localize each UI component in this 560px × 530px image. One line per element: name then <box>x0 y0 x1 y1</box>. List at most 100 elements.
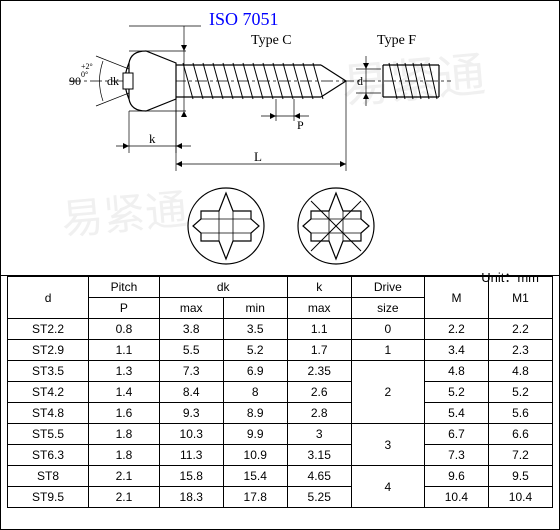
cell-d: ST2.9 <box>8 340 89 361</box>
cell-m: 3.4 <box>424 340 488 361</box>
cell-d: ST2.2 <box>8 319 89 340</box>
cell-dkmax: 7.3 <box>159 361 223 382</box>
svg-text:+2°: +2° <box>81 62 93 71</box>
svg-text:d: d <box>357 74 363 88</box>
cell-dkmax: 10.3 <box>159 424 223 445</box>
col-pitch-p: P <box>89 298 160 319</box>
table-row: ST3.5 1.3 7.3 6.9 2.3524.8 4.8 <box>8 361 553 382</box>
cell-m: 4.8 <box>424 361 488 382</box>
cell-d: ST8 <box>8 466 89 487</box>
table-row: ST4.2 1.4 8.4 8 2.65.2 5.2 <box>8 382 553 403</box>
cell-dkmin: 17.8 <box>223 487 287 508</box>
cell-dkmin: 6.9 <box>223 361 287 382</box>
cell-m: 5.4 <box>424 403 488 424</box>
cell-p: 2.1 <box>89 487 160 508</box>
cell-dkmax: 8.4 <box>159 382 223 403</box>
cell-m: 10.4 <box>424 487 488 508</box>
cell-d: ST4.8 <box>8 403 89 424</box>
cell-dkmax: 18.3 <box>159 487 223 508</box>
cell-dkmax: 9.3 <box>159 403 223 424</box>
cell-d: ST3.5 <box>8 361 89 382</box>
svg-text:90: 90 <box>69 74 81 88</box>
header-row-1: d Pitch dk k Drive M M1 <box>8 277 553 298</box>
cell-m1: 9.5 <box>488 466 552 487</box>
cell-m: 2.2 <box>424 319 488 340</box>
col-dk: dk <box>159 277 287 298</box>
cell-drive: 3 <box>351 424 424 466</box>
spec-table-area: d Pitch dk k Drive M M1 P max min max si… <box>1 276 559 514</box>
table-row: ST2.2 0.8 3.8 3.5 1.102.2 2.2 <box>8 319 553 340</box>
cell-p: 1.8 <box>89 445 160 466</box>
cell-d: ST4.2 <box>8 382 89 403</box>
table-row: ST5.5 1.8 10.3 9.9 336.7 6.6 <box>8 424 553 445</box>
cell-m: 7.3 <box>424 445 488 466</box>
cell-p: 1.3 <box>89 361 160 382</box>
cell-dkmax: 11.3 <box>159 445 223 466</box>
cell-kmax: 2.35 <box>287 361 351 382</box>
table-row: ST9.5 2.1 18.3 17.8 5.25 10.4 10.4 <box>8 487 553 508</box>
cell-p: 0.8 <box>89 319 160 340</box>
unit-label: Unit：mm <box>481 267 539 286</box>
cell-m1: 2.2 <box>488 319 552 340</box>
cell-p: 1.6 <box>89 403 160 424</box>
cell-m1: 5.6 <box>488 403 552 424</box>
table-body: ST2.2 0.8 3.8 3.5 1.102.2 2.2ST2.9 1.1 5… <box>8 319 553 508</box>
cell-d: ST6.3 <box>8 445 89 466</box>
svg-text:P: P <box>297 118 304 132</box>
cell-d: ST9.5 <box>8 487 89 508</box>
cell-dkmin: 15.4 <box>223 466 287 487</box>
cell-dkmin: 9.9 <box>223 424 287 445</box>
cell-m: 6.7 <box>424 424 488 445</box>
spec-table: d Pitch dk k Drive M M1 P max min max si… <box>7 276 553 508</box>
cell-m: 9.6 <box>424 466 488 487</box>
col-m: M <box>424 277 488 319</box>
cell-kmax: 2.8 <box>287 403 351 424</box>
col-k: k <box>287 277 351 298</box>
cell-m1: 5.2 <box>488 382 552 403</box>
screw-diagram: 90 0° +2° dk k L P d <box>1 1 559 276</box>
cell-drive: 1 <box>351 340 424 361</box>
table-row: ST2.9 1.1 5.5 5.2 1.713.4 2.3 <box>8 340 553 361</box>
cell-m1: 2.3 <box>488 340 552 361</box>
svg-text:L: L <box>254 149 262 164</box>
col-d: d <box>8 277 89 319</box>
cell-m1: 4.8 <box>488 361 552 382</box>
col-dk-max: max <box>159 298 223 319</box>
col-drive-size: size <box>351 298 424 319</box>
cell-m1: 6.6 <box>488 424 552 445</box>
table-row: ST8 2.1 15.8 15.4 4.6549.6 9.5 <box>8 466 553 487</box>
cell-dkmin: 8.9 <box>223 403 287 424</box>
cell-dkmax: 15.8 <box>159 466 223 487</box>
cell-d: ST5.5 <box>8 424 89 445</box>
svg-text:0°: 0° <box>81 70 88 79</box>
cell-m1: 7.2 <box>488 445 552 466</box>
cell-p: 1.8 <box>89 424 160 445</box>
svg-text:k: k <box>149 131 156 146</box>
cell-dkmin: 8 <box>223 382 287 403</box>
cell-drive: 4 <box>351 466 424 508</box>
cell-m1: 10.4 <box>488 487 552 508</box>
col-dk-min: min <box>223 298 287 319</box>
table-row: ST6.3 1.8 11.3 10.9 3.15 7.3 7.2 <box>8 445 553 466</box>
cell-drive: 0 <box>351 319 424 340</box>
cell-dkmin: 3.5 <box>223 319 287 340</box>
cell-kmax: 1.1 <box>287 319 351 340</box>
cell-drive: 2 <box>351 361 424 424</box>
cell-kmax: 3 <box>287 424 351 445</box>
cell-dkmin: 5.2 <box>223 340 287 361</box>
cell-m: 5.2 <box>424 382 488 403</box>
cell-kmax: 5.25 <box>287 487 351 508</box>
table-row: ST4.8 1.6 9.3 8.9 2.8 5.4 5.6 <box>8 403 553 424</box>
col-k-max: max <box>287 298 351 319</box>
svg-text:dk: dk <box>107 74 119 88</box>
col-drive: Drive <box>351 277 424 298</box>
cell-dkmax: 5.5 <box>159 340 223 361</box>
cell-p: 1.1 <box>89 340 160 361</box>
cell-kmax: 4.65 <box>287 466 351 487</box>
cell-dkmin: 10.9 <box>223 445 287 466</box>
cell-p: 1.4 <box>89 382 160 403</box>
cell-p: 2.1 <box>89 466 160 487</box>
cell-kmax: 1.7 <box>287 340 351 361</box>
col-pitch: Pitch <box>89 277 160 298</box>
cell-kmax: 3.15 <box>287 445 351 466</box>
